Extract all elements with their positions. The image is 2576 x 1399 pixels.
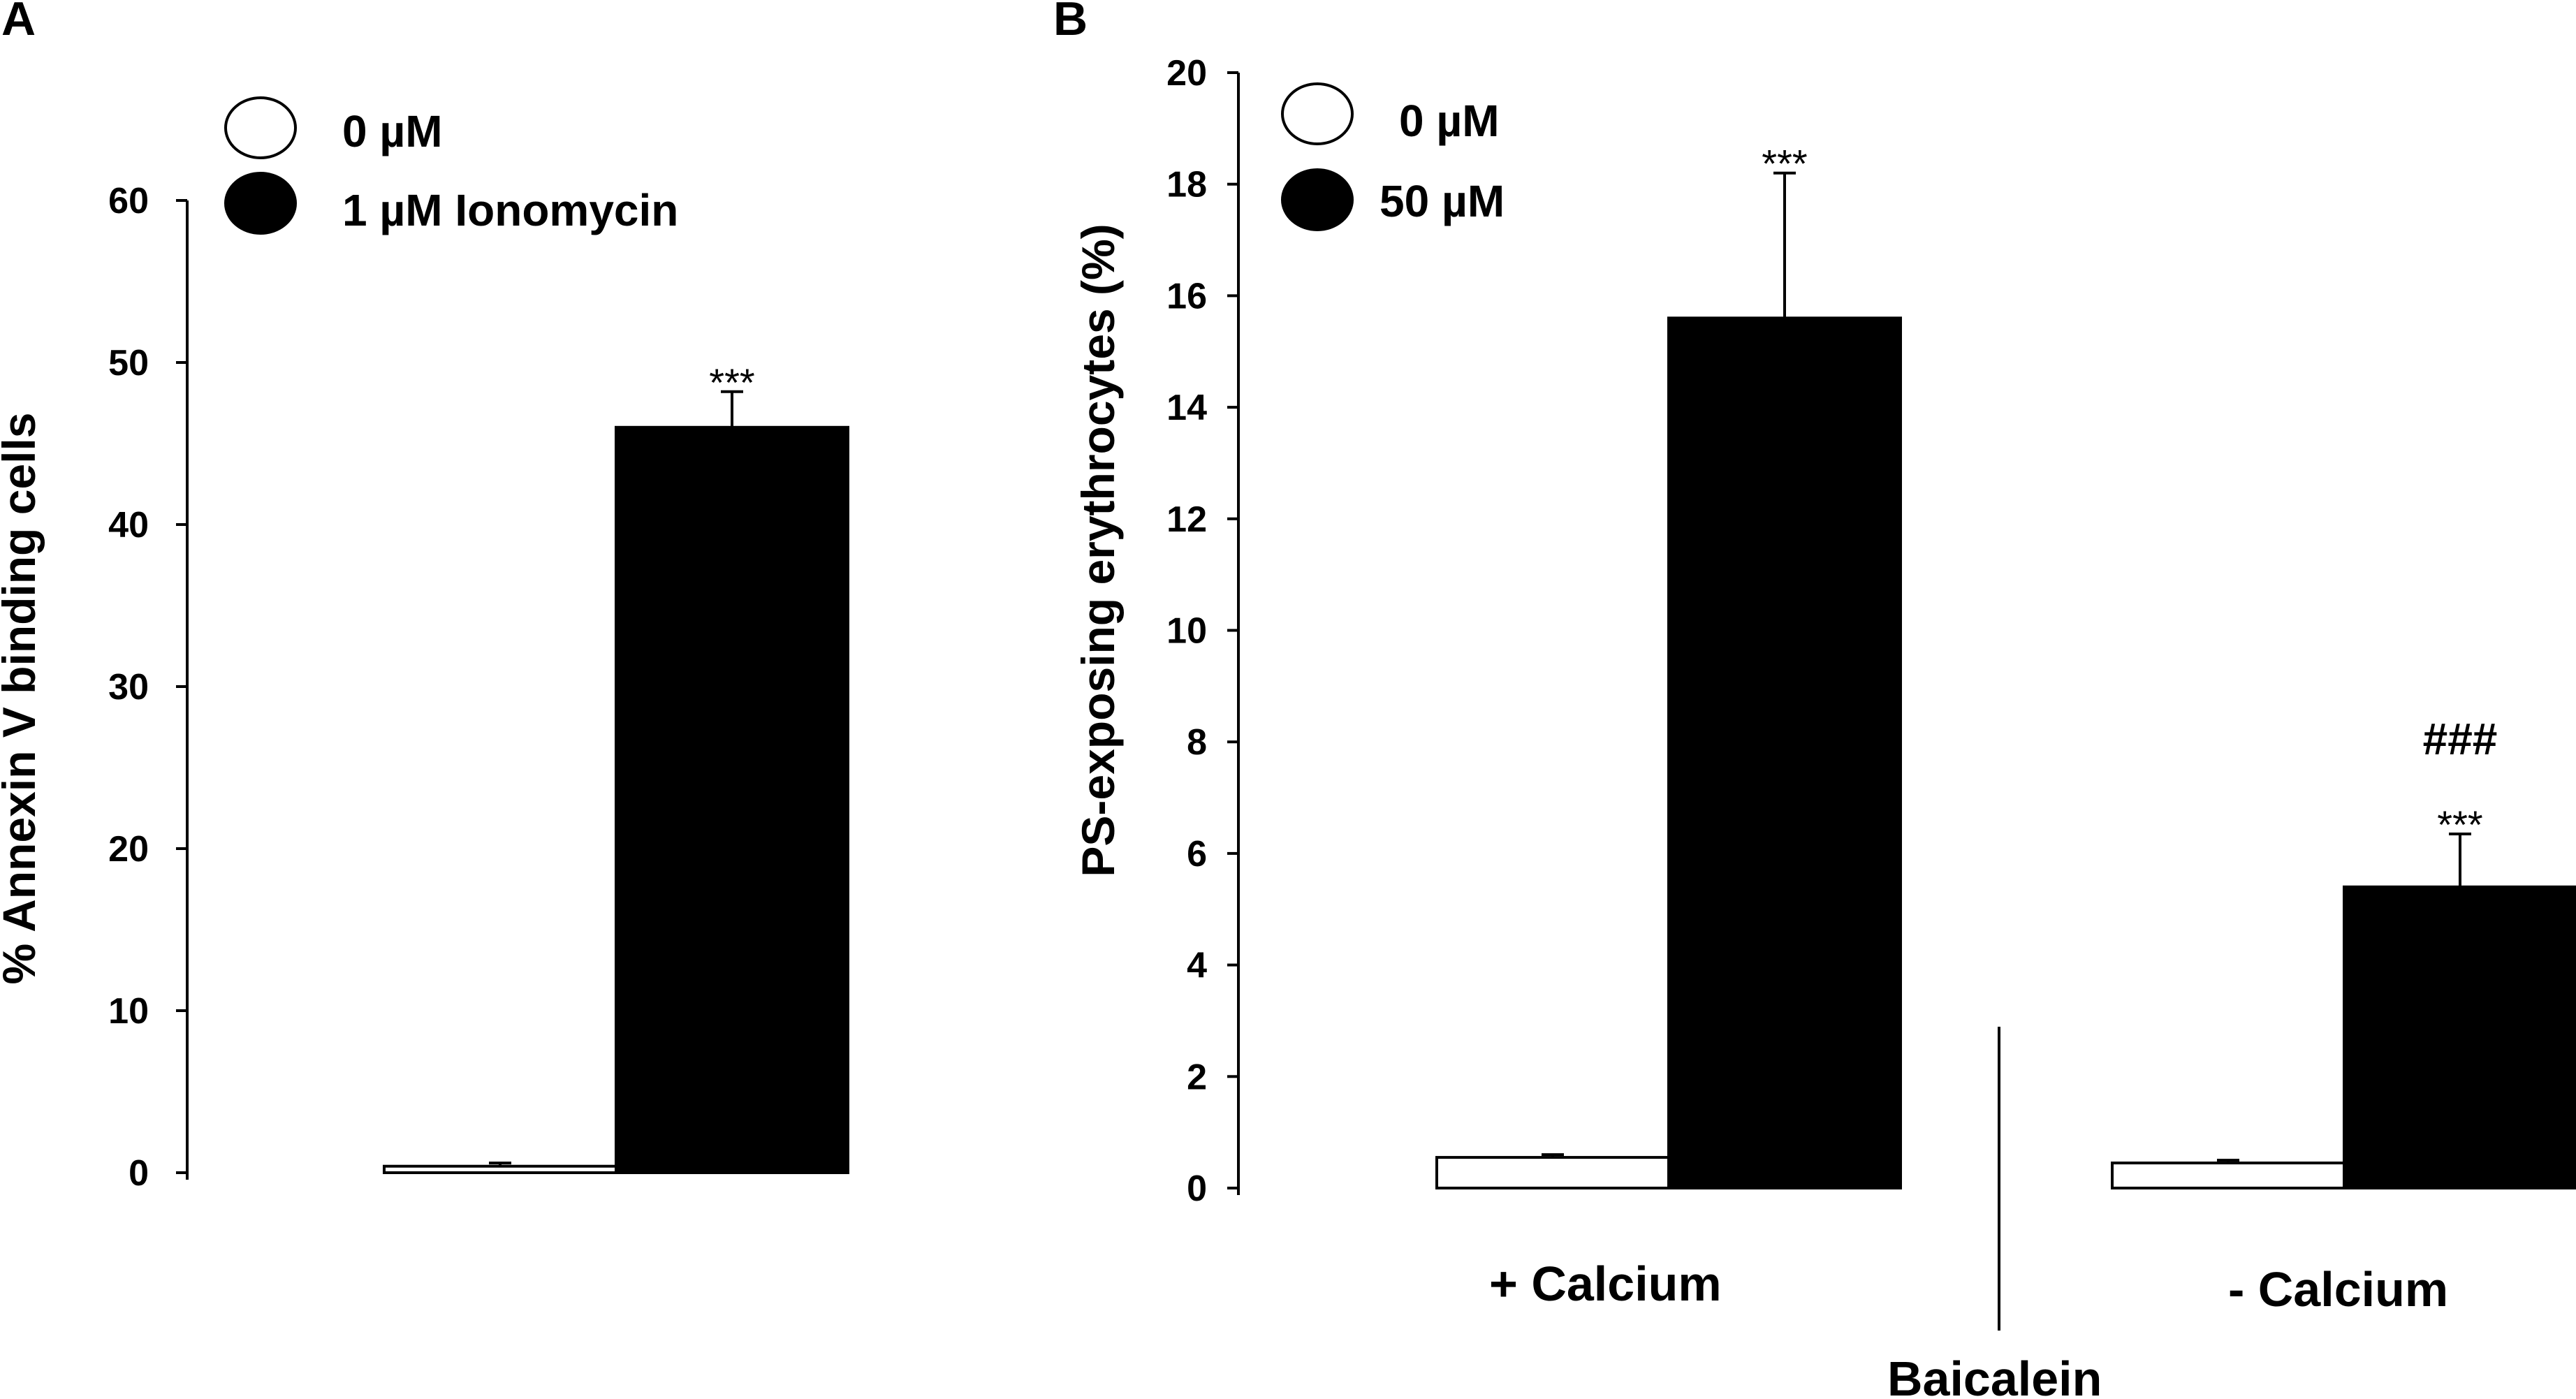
panel-b-plot: 0 2 4 6 8 10 12 14 16 18 20 *** *** ###: [1166, 53, 2576, 1209]
panel-b-y-tick-label: 14: [1166, 388, 1207, 428]
panel-b-bar: [2111, 1162, 2346, 1190]
panel-a-y-tick-label: 0: [129, 1153, 149, 1194]
panel-a-significance-stars: ***: [709, 360, 754, 404]
panel-b-y-tick-label: 2: [1187, 1057, 1207, 1097]
panel-a-y-tick-label: 50: [108, 343, 149, 383]
panel-a-y-axis-label: % Annexin V binding cells: [0, 412, 45, 984]
panel-b-bar: [1435, 1156, 1670, 1190]
panel-b-y-tick-label: 20: [1166, 53, 1207, 94]
panel-b-y-tick-label: 0: [1187, 1169, 1207, 1209]
panel-b-category-label-plus-calcium: + Calcium: [1489, 1257, 1722, 1311]
panel-b-y-axis-label: PS-exposing erythrocytes (%): [1072, 224, 1124, 877]
panel-b-significance-stars: ***: [1762, 142, 1807, 186]
panel-b-legend-label-control: 0 µM: [1399, 96, 1500, 146]
panel-b-significance-hash: ###: [2423, 714, 2498, 764]
panel-a-y-tick-label: 20: [108, 829, 149, 870]
panel-a-y-tick-label: 30: [108, 667, 149, 708]
panel-a-y-tick-label: 40: [108, 505, 149, 545]
panel-b-bar: [1667, 316, 1902, 1190]
panel-a-bar: [615, 425, 849, 1174]
panel-b-legend-swatch-control: [1281, 82, 1354, 145]
panel-b-category-label-minus-calcium: - Calcium: [2228, 1262, 2448, 1317]
panel-b-legend-label-treated: 50 µM: [1380, 176, 1505, 226]
panel-a-plot: 0 10 20 30 40 50 60 ***: [108, 181, 849, 1194]
panel-b-y-tick-label: 10: [1166, 611, 1207, 652]
panel-a-y-tick-label: 10: [108, 991, 149, 1032]
panel-a-letter: A: [1, 0, 36, 45]
panel-b-y-tick-label: 6: [1187, 834, 1207, 874]
panel-a-bar: [383, 1164, 617, 1174]
panel-b-y-tick-label: 8: [1187, 722, 1207, 763]
panel-a-y-tick-label: 60: [108, 181, 149, 221]
panel-b-y-tick-label: 4: [1187, 946, 1207, 986]
panel-b-significance-stars: ***: [2437, 803, 2482, 847]
panel-b-y-tick-label: 12: [1166, 499, 1207, 540]
panel-a-legend-swatch-control: [224, 96, 297, 159]
panel-b-x-axis-label: Baicalein: [1887, 1352, 2102, 1399]
panel-a-legend-label-control: 0 µM: [342, 106, 443, 156]
panel-a-legend-label-treated: 1 µM Ionomycin: [342, 185, 678, 235]
panel-a-legend: 0 µM 1 µM Ionomycin: [224, 96, 678, 235]
panel-b-legend-swatch-treated: [1281, 168, 1354, 231]
panel-a-legend-swatch-treated: [224, 172, 297, 235]
panel-b-letter: B: [1053, 0, 1088, 45]
panel-b-bar: [2343, 885, 2576, 1190]
panel-b-y-tick-label: 16: [1166, 276, 1207, 316]
panel-b-y-tick-label: 18: [1166, 165, 1207, 205]
panel-b-legend: 0 µM 50 µM: [1281, 82, 1505, 231]
